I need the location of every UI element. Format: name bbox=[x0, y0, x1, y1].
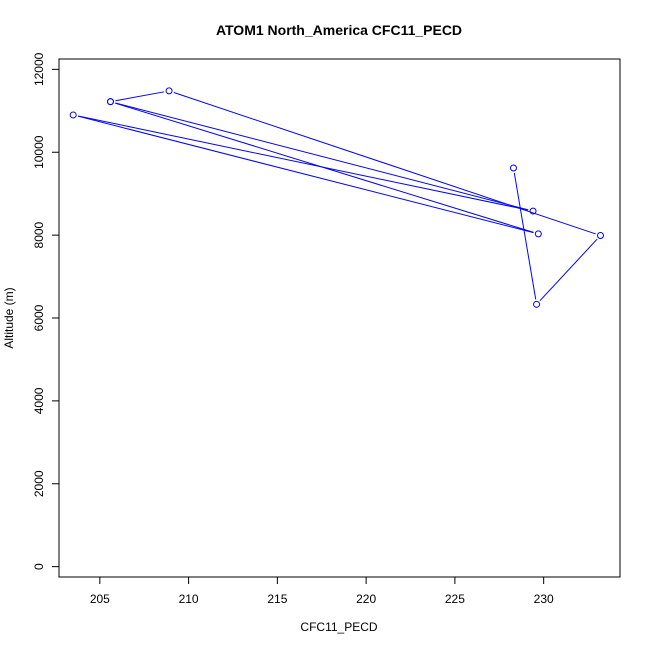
data-point bbox=[533, 300, 541, 308]
y-axis-title: Altitude (m) bbox=[2, 287, 16, 348]
plot-area bbox=[58, 58, 621, 578]
y-tick-label: 0 bbox=[32, 563, 46, 570]
series-line-segment bbox=[513, 172, 537, 300]
data-point bbox=[509, 164, 517, 172]
data-point bbox=[69, 111, 77, 119]
x-axis-title: CFC11_PECD bbox=[300, 620, 377, 634]
data-point bbox=[106, 98, 114, 106]
x-tick-label: 230 bbox=[534, 592, 554, 606]
series-line-segment bbox=[77, 115, 534, 234]
y-tick-label: 2000 bbox=[32, 470, 46, 497]
y-tick-label: 8000 bbox=[32, 221, 46, 248]
x-tick-label: 210 bbox=[179, 592, 199, 606]
x-tick-label: 215 bbox=[267, 592, 287, 606]
series-line-segment bbox=[173, 92, 596, 235]
y-axis: 0 2000 4000 6000 8000 10000 12000 bbox=[32, 52, 60, 570]
data-point bbox=[529, 207, 537, 215]
series-layer bbox=[69, 87, 604, 308]
y-tick-label: 6000 bbox=[32, 304, 46, 331]
data-point bbox=[534, 230, 542, 238]
series-line-segment bbox=[115, 91, 165, 102]
y-tick-label: 10000 bbox=[32, 135, 46, 169]
chart-title: ATOM1 North_America CFC11_PECD bbox=[216, 22, 462, 38]
y-tick-label: 4000 bbox=[32, 387, 46, 414]
series-line-segment bbox=[77, 115, 529, 211]
series-line-segment bbox=[115, 102, 529, 211]
y-tick-label: 12000 bbox=[32, 52, 46, 86]
series-line-segment bbox=[539, 238, 598, 302]
x-tick-label: 205 bbox=[90, 592, 110, 606]
data-point bbox=[165, 87, 173, 95]
x-tick-label: 220 bbox=[356, 592, 376, 606]
series-line-segment bbox=[115, 102, 534, 233]
x-axis: 205 210 215 220 225 230 bbox=[90, 576, 554, 606]
x-tick-label: 225 bbox=[445, 592, 465, 606]
data-point bbox=[596, 232, 604, 240]
